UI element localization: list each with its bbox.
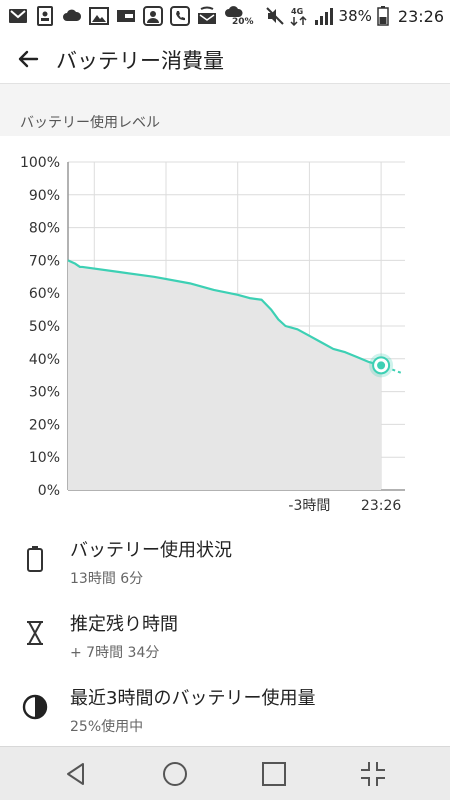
list-item-title: バッテリー使用状況 [70, 540, 232, 561]
list-item-battery-usage[interactable]: バッテリー使用状況 13時間 6分 [0, 526, 450, 600]
y-tick-label: 80% [29, 221, 60, 237]
back-button[interactable] [12, 43, 44, 75]
battery-area-fill [68, 260, 382, 490]
list-item-remaining-time[interactable]: 推定残り時間 + 7時間 34分 [0, 600, 450, 674]
battery-chart-svg: 100% 90% 80% 70% 60% 50% 40% 30% 20% 10% 0% -3時間 23:… [20, 155, 405, 514]
nav-recents-icon [262, 762, 286, 786]
y-tick-label: 10% [29, 450, 60, 466]
current-marker-dot [377, 361, 386, 370]
signal-icon [314, 8, 333, 25]
mute-icon [265, 7, 284, 25]
battery-level-chart: 100% 90% 80% 70% 60% 50% 40% 30% 20% 10% 0% -3時間 23:… [0, 150, 450, 520]
nav-back-button[interactable] [56, 756, 96, 792]
call-icon [170, 6, 190, 26]
status-bar: 20% 4G 38% 23:26 [0, 0, 450, 34]
weather-label: 20% [232, 17, 254, 27]
y-tick-label: 60% [29, 286, 60, 302]
navigation-bar [0, 746, 450, 800]
list-item-title: 最近3時間のバッテリー使用量 [70, 688, 316, 709]
cloud-rain-icon [225, 6, 243, 17]
cloud-icon [63, 9, 82, 21]
contacts-icon [37, 6, 53, 26]
nav-back-icon [67, 763, 84, 785]
profile-icon [143, 6, 163, 26]
y-tick-label: 100% [20, 155, 60, 171]
status-bar-notifications [8, 6, 244, 26]
list-item-subtitle: + 7時間 34分 [70, 645, 160, 661]
page-title: バッテリー消費量 [56, 49, 224, 73]
nav-fullscreen-icon [361, 762, 385, 786]
arrow-back-icon [18, 50, 39, 68]
battery-percent: 38% [338, 7, 372, 25]
y-tick-label: 20% [29, 417, 60, 433]
network-type-label: 4G [291, 7, 303, 16]
y-tick-label: 70% [29, 253, 60, 269]
nav-recents-button[interactable] [254, 756, 294, 792]
y-tick-label: 0% [38, 483, 60, 499]
photo-icon [89, 7, 109, 25]
gmail-icon [9, 9, 27, 23]
app-icon [117, 10, 135, 22]
half-circle-icon [20, 692, 50, 722]
status-bar-system: 4G 38% 23:26 [265, 6, 444, 26]
y-tick-label: 30% [29, 385, 60, 401]
section-header: バッテリー使用レベル [20, 115, 160, 131]
network-4g-icon: 4G [290, 7, 307, 26]
list-item-title: 推定残り時間 [70, 614, 178, 635]
battery-icon [377, 6, 389, 26]
x-tick-label: 23:26 [361, 498, 401, 514]
list-item-recent-usage[interactable]: 最近3時間のバッテリー使用量 25%使用中 [0, 674, 450, 748]
projection-line [380, 364, 404, 375]
nav-fullscreen-button[interactable] [353, 756, 393, 792]
battery-outline-icon [20, 544, 50, 574]
y-tick-label: 50% [29, 319, 60, 335]
x-tick-label: -3時間 [288, 498, 330, 514]
y-tick-label: 40% [29, 352, 60, 368]
y-tick-label: 90% [29, 188, 60, 204]
nav-home-icon [163, 762, 187, 786]
mail-tray-icon [198, 6, 216, 24]
battery-level-line [67, 259, 382, 367]
status-time: 23:26 [397, 6, 444, 26]
section-band [0, 84, 450, 136]
hourglass-icon [20, 618, 50, 648]
nav-home-button[interactable] [155, 756, 195, 792]
app-bar: バッテリー消費量 [0, 34, 450, 84]
list-item-subtitle: 13時間 6分 [70, 571, 144, 587]
list-item-subtitle: 25%使用中 [70, 719, 144, 735]
